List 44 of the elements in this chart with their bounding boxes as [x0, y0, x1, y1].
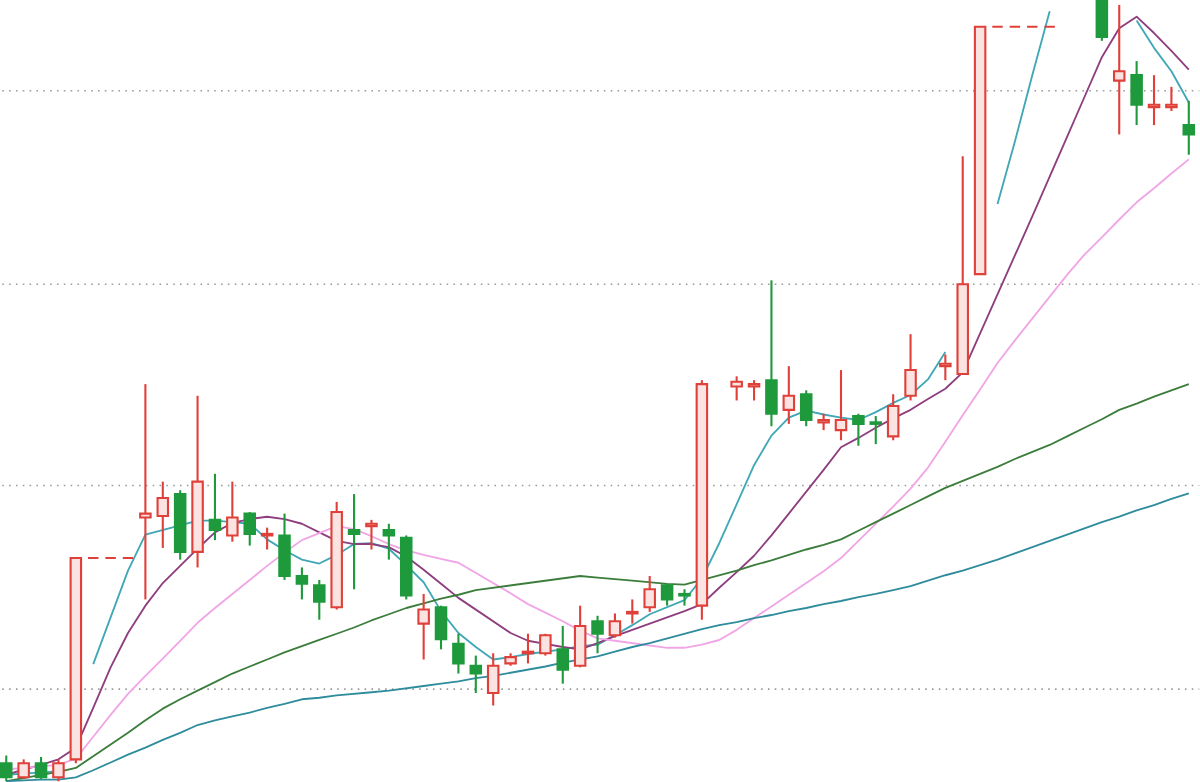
- candlestick: [365, 518, 378, 551]
- candlestick: [852, 412, 865, 447]
- candlestick: [382, 522, 396, 561]
- candlestick: [486, 652, 500, 707]
- candlestick: [782, 364, 796, 425]
- candlestick: [643, 574, 656, 613]
- candlestick: [34, 755, 48, 780]
- candlestick: [556, 624, 570, 685]
- candlestick: [243, 510, 256, 547]
- candlestick: [452, 632, 465, 675]
- candlestick: [1130, 59, 1143, 127]
- candlestick: [1165, 85, 1178, 112]
- candlestick: [0, 754, 13, 782]
- candlestick: [1095, 0, 1109, 42]
- candlestick: [156, 480, 170, 549]
- candlestick: [278, 512, 291, 581]
- candlestick: [939, 353, 952, 382]
- candlestick: [347, 492, 361, 591]
- candlestick: [1112, 3, 1126, 136]
- candlestick: [434, 604, 448, 651]
- candlestick: [417, 592, 430, 661]
- candlestick: [834, 368, 848, 442]
- candlestick: [608, 612, 622, 639]
- candlestick: [1182, 99, 1196, 156]
- candlestick: [747, 379, 761, 402]
- candlestick: [730, 375, 743, 402]
- candlestick: [904, 332, 917, 402]
- candlestick: [799, 389, 813, 428]
- candlestick: [573, 604, 587, 669]
- candlestick: [869, 414, 883, 446]
- candlestick: [208, 472, 222, 542]
- candlestick: [52, 758, 65, 782]
- candlestick: [765, 279, 778, 428]
- candlestick: [295, 566, 309, 601]
- candlestick: [626, 598, 639, 625]
- candlestick: [469, 654, 483, 694]
- candlestick: [678, 588, 691, 607]
- candlestick: [313, 578, 326, 621]
- candlestick: [226, 480, 239, 543]
- candlestick: [591, 614, 604, 655]
- candlestick: [886, 393, 900, 442]
- candlestick: [1147, 73, 1161, 127]
- candlestick: [139, 382, 152, 601]
- candlestick: [17, 758, 30, 780]
